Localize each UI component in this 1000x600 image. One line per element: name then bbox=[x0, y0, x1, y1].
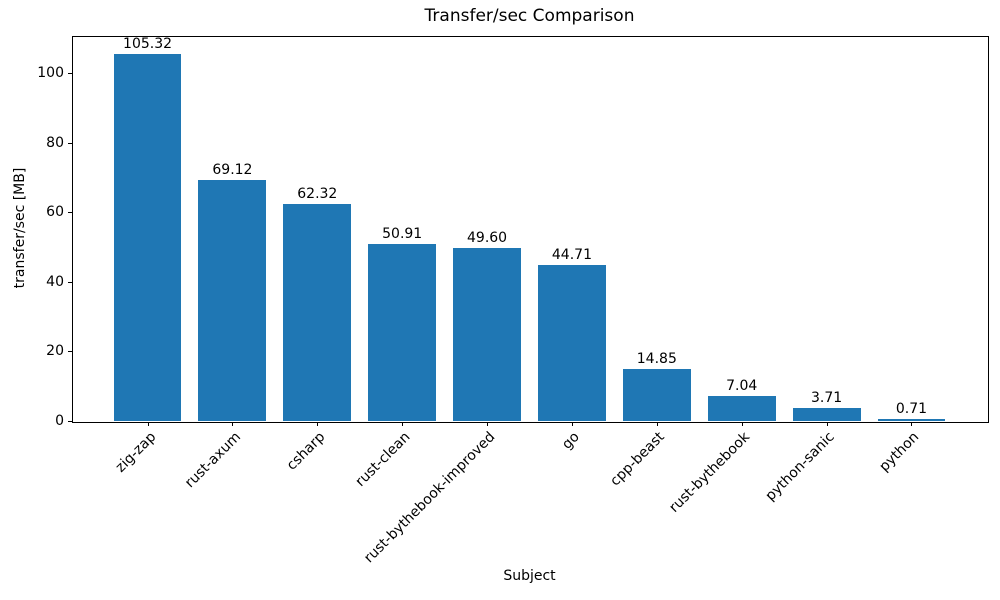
x-tick bbox=[741, 422, 743, 426]
x-tick bbox=[571, 422, 573, 426]
x-tick-label: rust-bythebook bbox=[666, 429, 754, 516]
y-tick-label: 100 bbox=[37, 64, 64, 81]
y-axis-label: transfer/sec [MB] bbox=[12, 167, 28, 289]
bar-value-label: 69.12 bbox=[212, 162, 253, 179]
x-tick-label: go bbox=[559, 429, 584, 453]
x-tick bbox=[232, 422, 234, 426]
bar-value-label: 105.32 bbox=[123, 36, 173, 53]
bar bbox=[707, 396, 776, 421]
bar bbox=[198, 180, 267, 421]
y-tick-label: 20 bbox=[46, 343, 64, 360]
x-tick-label: cpp-beast bbox=[607, 429, 669, 490]
y-tick bbox=[68, 351, 72, 353]
x-tick bbox=[317, 422, 319, 426]
x-tick bbox=[487, 422, 489, 426]
bar bbox=[368, 243, 437, 421]
y-tick bbox=[68, 142, 72, 144]
bar bbox=[537, 265, 606, 421]
x-tick-label: python-sanic bbox=[762, 429, 838, 505]
x-tick-label: python bbox=[876, 429, 923, 475]
bar-value-label: 3.71 bbox=[810, 390, 843, 407]
y-tick bbox=[68, 212, 72, 214]
x-tick bbox=[911, 422, 913, 426]
x-tick-label: rust-clean bbox=[352, 429, 414, 490]
y-tick bbox=[68, 72, 72, 74]
x-tick-label: csharp bbox=[283, 429, 329, 474]
chart-title: Transfer/sec Comparison bbox=[424, 6, 635, 26]
bar bbox=[453, 248, 521, 421]
y-tick bbox=[68, 281, 72, 283]
y-tick-label: 40 bbox=[46, 273, 64, 290]
x-axis-label: Subject bbox=[503, 568, 556, 584]
y-tick-label: 0 bbox=[55, 413, 64, 429]
x-tick bbox=[656, 422, 658, 426]
bar-value-label: 44.71 bbox=[551, 247, 592, 264]
bar bbox=[113, 54, 182, 421]
bar-value-label: 14.85 bbox=[636, 351, 677, 368]
bar bbox=[877, 418, 946, 421]
x-tick-label: zig-zap bbox=[112, 429, 159, 476]
bar bbox=[622, 369, 691, 421]
bar bbox=[792, 408, 861, 421]
bar-value-label: 50.91 bbox=[382, 225, 423, 242]
bar-value-label: 49.60 bbox=[467, 230, 508, 247]
x-tick-label: rust-axum bbox=[181, 429, 244, 492]
y-tick-label: 80 bbox=[46, 134, 64, 151]
bar bbox=[283, 204, 352, 421]
bar-value-label: 0.71 bbox=[895, 400, 928, 417]
bar-value-label: 62.32 bbox=[297, 186, 338, 203]
x-tick bbox=[147, 422, 149, 426]
y-tick bbox=[68, 421, 72, 422]
y-tick-label: 60 bbox=[46, 204, 64, 221]
x-tick bbox=[826, 422, 828, 426]
bar-value-label: 7.04 bbox=[726, 378, 758, 395]
x-tick bbox=[402, 422, 404, 426]
